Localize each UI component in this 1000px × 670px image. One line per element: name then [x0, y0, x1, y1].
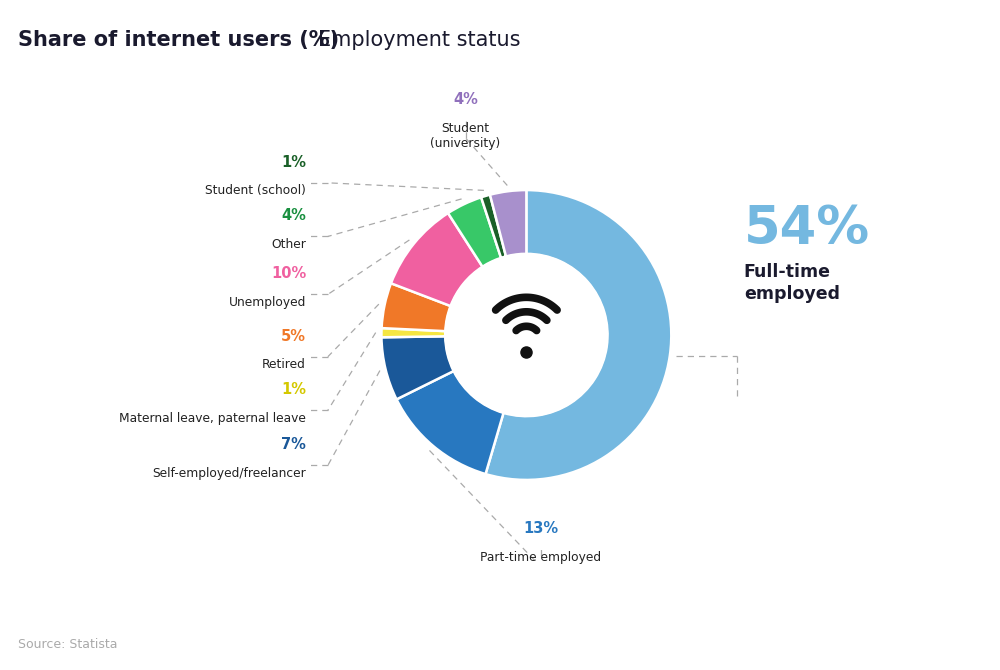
Text: Student
(university): Student (university)	[430, 122, 501, 150]
Text: Maternal leave, paternal leave: Maternal leave, paternal leave	[119, 412, 306, 425]
Wedge shape	[397, 371, 504, 474]
Text: Other: Other	[271, 238, 306, 251]
Text: Self-employed/freelancer: Self-employed/freelancer	[152, 467, 306, 480]
Wedge shape	[382, 283, 451, 331]
Wedge shape	[481, 195, 506, 258]
Text: 7%: 7%	[281, 438, 306, 452]
Wedge shape	[486, 190, 671, 480]
Circle shape	[445, 254, 608, 416]
Text: Student (school): Student (school)	[205, 184, 306, 197]
Wedge shape	[381, 336, 454, 399]
Text: Unemployed: Unemployed	[229, 296, 306, 309]
Text: Full-time
employed: Full-time employed	[744, 263, 840, 304]
Text: 54%: 54%	[744, 203, 870, 255]
Text: 4%: 4%	[281, 208, 306, 223]
Text: 4%: 4%	[453, 92, 478, 107]
Text: Employment status: Employment status	[318, 30, 520, 50]
Text: 13%: 13%	[523, 521, 558, 537]
Text: 1%: 1%	[281, 155, 306, 170]
Wedge shape	[381, 328, 445, 337]
Text: Retired: Retired	[262, 358, 306, 371]
Text: Share of internet users (%): Share of internet users (%)	[18, 30, 339, 50]
Wedge shape	[391, 213, 482, 306]
Text: 1%: 1%	[281, 383, 306, 397]
Text: 10%: 10%	[271, 267, 306, 281]
Wedge shape	[490, 190, 526, 257]
Text: Source: Statista: Source: Statista	[18, 639, 118, 651]
Text: Part-time employed: Part-time employed	[480, 551, 601, 564]
Wedge shape	[448, 197, 501, 267]
Text: 5%: 5%	[281, 329, 306, 344]
